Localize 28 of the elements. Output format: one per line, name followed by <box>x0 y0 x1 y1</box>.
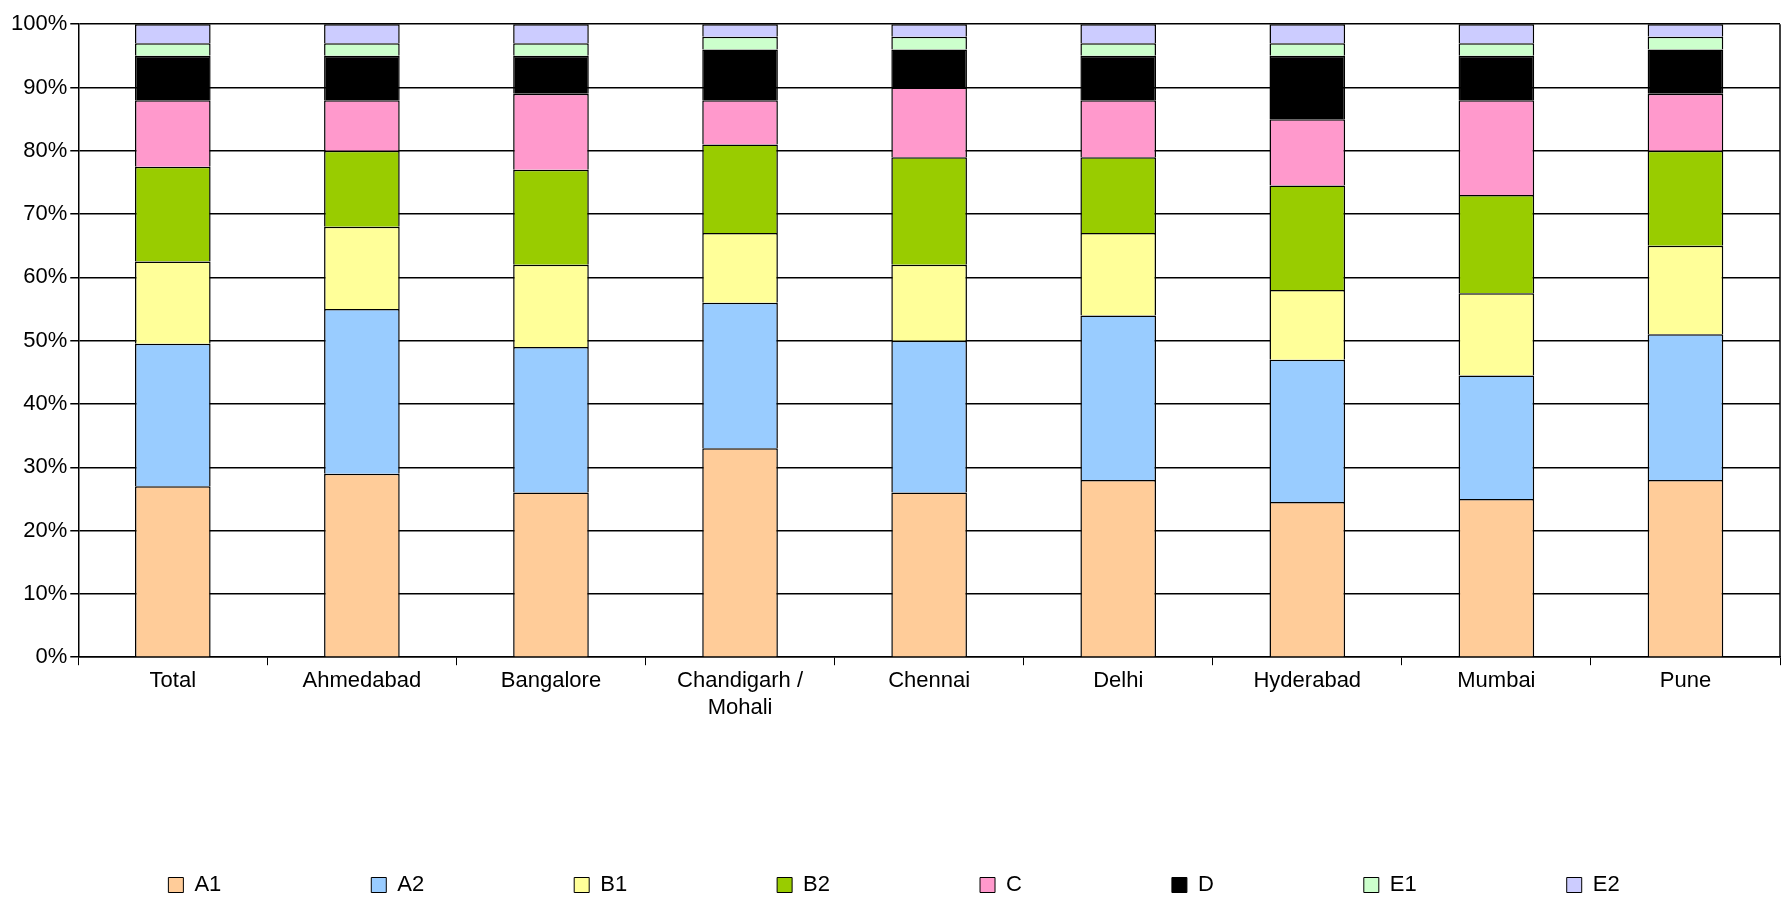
x-tick-label: Pune <box>1659 667 1712 693</box>
y-tick-label: 10% <box>23 579 68 605</box>
x-tick-label: Chennai <box>888 667 971 693</box>
y-tick-label: 20% <box>23 516 68 542</box>
legend-label: A2 <box>397 871 425 897</box>
x-tick-label: Mumbai <box>1457 667 1536 693</box>
y-tick-label: 0% <box>35 643 68 669</box>
legend-label: B2 <box>803 871 831 897</box>
x-tick-label: Hyderabad <box>1253 667 1362 693</box>
y-tick-label: 30% <box>23 453 68 479</box>
legend-label: E2 <box>1592 871 1620 897</box>
y-tick-label: 70% <box>23 200 68 226</box>
y-tick-label: 100% <box>10 10 68 36</box>
y-tick-label: 40% <box>23 390 68 416</box>
x-tick-label: Chandigarh / Mohali <box>677 667 804 719</box>
y-tick-label: 50% <box>23 326 68 352</box>
legend-label: A1 <box>194 871 222 897</box>
y-tick-label: 90% <box>23 73 68 99</box>
y-tick-label: 80% <box>23 136 68 162</box>
x-tick-label: Delhi <box>1093 667 1144 693</box>
x-tick-label: Total <box>149 667 197 693</box>
legend-label: D <box>1197 871 1214 897</box>
y-tick-label: 60% <box>23 263 68 289</box>
legend-label: E1 <box>1389 871 1417 897</box>
legend-label: C <box>1006 871 1023 897</box>
x-tick-label: Bangalore <box>500 667 602 693</box>
legend-label: B1 <box>600 871 628 897</box>
x-tick-label: Ahmedabad <box>302 667 422 693</box>
